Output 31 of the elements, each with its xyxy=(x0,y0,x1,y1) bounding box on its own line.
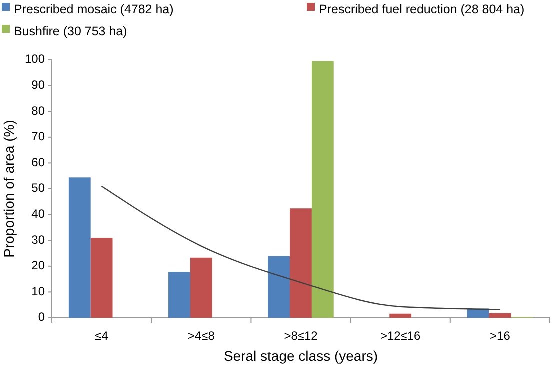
bar xyxy=(68,178,91,318)
y-tick-label: 30 xyxy=(32,232,46,247)
bar xyxy=(312,61,334,318)
y-tick-label: 50 xyxy=(32,181,46,196)
y-tick-label: 20 xyxy=(32,258,46,273)
y-tick-label: 0 xyxy=(38,310,46,324)
legend-label: Prescribed mosaic (4782 ha) xyxy=(14,2,174,16)
bar xyxy=(390,314,412,318)
y-axis-title: Proportion of area (%) xyxy=(1,120,17,258)
bar xyxy=(489,313,512,318)
line-series xyxy=(101,186,501,310)
bar xyxy=(90,238,113,318)
bar xyxy=(190,258,212,318)
y-tick-label: 60 xyxy=(32,155,46,170)
legend-label: Prescribed fuel reduction (28 804 ha) xyxy=(319,2,525,16)
x-tick-label: ≤4 xyxy=(95,329,109,343)
bar xyxy=(290,208,312,318)
x-tick-label: >8≤12 xyxy=(284,329,318,343)
bar xyxy=(268,256,290,318)
x-tick-label: >12≤16 xyxy=(380,329,422,343)
y-tick-label: 100 xyxy=(24,52,46,66)
x-axis-title: Seral stage class (years) xyxy=(224,348,378,364)
bar xyxy=(168,272,190,318)
y-tick-label: 10 xyxy=(32,284,46,298)
y-tick-label: 80 xyxy=(32,104,46,118)
x-tick-label: >16 xyxy=(490,329,511,343)
legend-label: Bushfire (30 753 ha) xyxy=(14,24,128,38)
y-tick-label: 90 xyxy=(32,78,46,92)
y-tick-label: 70 xyxy=(32,130,46,144)
y-tick-label: 40 xyxy=(32,206,46,221)
x-tick-label: >4≤8 xyxy=(188,329,216,343)
